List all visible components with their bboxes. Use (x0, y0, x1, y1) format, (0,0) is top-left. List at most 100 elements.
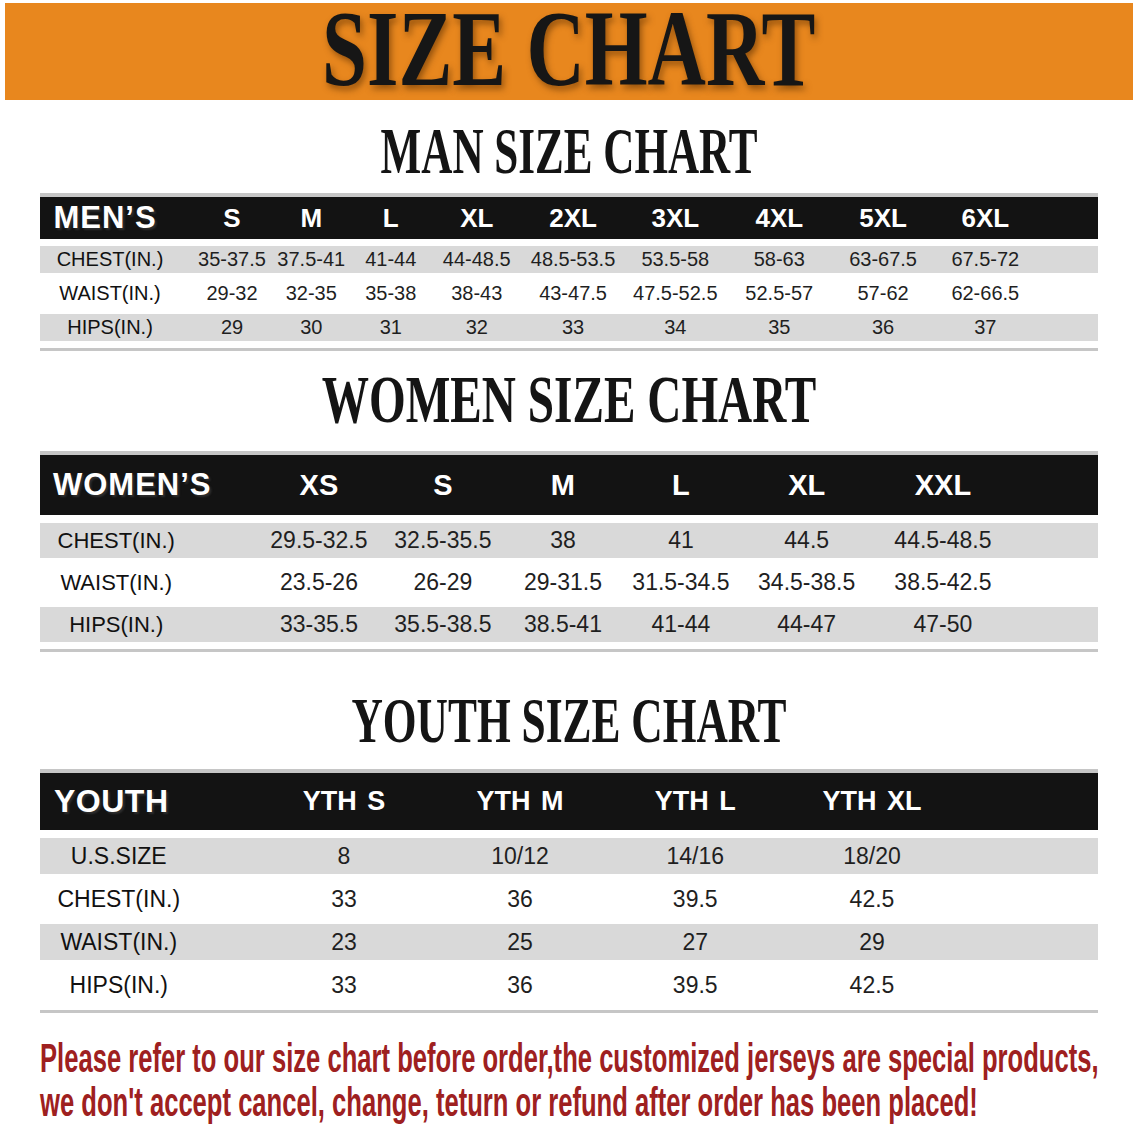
row-label: HIPS(IN.) (40, 607, 256, 649)
size-value: 35-37.5 (192, 246, 272, 280)
men-row-chestin: CHEST(IN.)35-37.537.5-4141-4444-48.548.5… (40, 246, 1098, 280)
youth-header-row: YOUTHYTH SYTH MYTH LYTH XL (40, 773, 1098, 838)
size-value: 48.5-53.5 (523, 246, 624, 280)
size-value: 39.5 (607, 881, 783, 924)
size-value: 31 (351, 314, 432, 348)
youth-row-ussize: U.S.SIZE810/1214/1618/20 (40, 838, 1098, 881)
women-header-row: WOMEN’SXSSMLXLXXL (40, 455, 1098, 523)
row-label: WAIST(IN.) (40, 565, 256, 607)
men-col-header-l: L (351, 197, 432, 246)
women-col-header-xs: XS (256, 455, 381, 523)
women-row-hipsin: HIPS(IN.)33-35.535.5-38.538.5-4141-4444-… (40, 607, 1098, 649)
size-value: 44.5-48.5 (873, 523, 1098, 565)
row-label: CHEST(IN.) (40, 523, 256, 565)
youth-row-chestin: CHEST(IN.)333639.542.5 (40, 881, 1098, 924)
women-col-header-m: M (504, 455, 621, 523)
size-value: 26-29 (381, 565, 504, 607)
youth-col-header-ythm: YTH M (433, 773, 608, 838)
size-value: 29 (783, 924, 1098, 967)
youth-table-title: YOUTH (40, 773, 256, 838)
size-value: 29-31.5 (504, 565, 621, 607)
size-value: 29-32 (192, 280, 272, 314)
size-value: 34.5-38.5 (740, 565, 872, 607)
size-value: 29.5-32.5 (256, 523, 381, 565)
men-table-title: MEN’S (40, 197, 192, 246)
banner: SIZE CHART (5, 3, 1133, 100)
men-col-header-xl: XL (431, 197, 523, 246)
size-value: 41-44 (351, 246, 432, 280)
row-label: WAIST(IN.) (40, 280, 192, 314)
disclaimer: Please refer to our size chart before or… (40, 1036, 1138, 1124)
women-table-title: WOMEN’S (40, 455, 256, 523)
size-value: 44-47 (740, 607, 872, 649)
size-value: 38.5-42.5 (873, 565, 1098, 607)
size-value: 32-35 (272, 280, 351, 314)
size-value: 36 (832, 314, 935, 348)
men-col-header-5xl: 5XL (832, 197, 935, 246)
size-value: 42.5 (783, 881, 1098, 924)
size-value: 27 (607, 924, 783, 967)
size-value: 32.5-35.5 (381, 523, 504, 565)
size-value: 33 (523, 314, 624, 348)
size-value: 38 (504, 523, 621, 565)
women-row-chestin: CHEST(IN.)29.5-32.532.5-35.5384144.544.5… (40, 523, 1098, 565)
row-label: CHEST(IN.) (40, 881, 256, 924)
size-value: 41-44 (621, 607, 740, 649)
youth-size-table: YOUTHYTH SYTH MYTH LYTH XLU.S.SIZE810/12… (40, 769, 1098, 1013)
men-col-header-3xl: 3XL (624, 197, 727, 246)
size-value: 14/16 (607, 838, 783, 881)
youth-col-header-ythl: YTH L (607, 773, 783, 838)
page-title: SIZE CHART (322, 0, 815, 103)
row-label: HIPS(IN.) (40, 967, 256, 1010)
size-value: 36 (433, 881, 608, 924)
size-value: 52.5-57 (727, 280, 832, 314)
youth-col-header-yths: YTH S (256, 773, 433, 838)
women-col-header-l: L (621, 455, 740, 523)
youth-row-waistin: WAIST(IN.)23252729 (40, 924, 1098, 967)
row-label: U.S.SIZE (40, 838, 256, 881)
size-value: 44-48.5 (431, 246, 523, 280)
size-value: 33 (256, 967, 433, 1010)
size-value: 42.5 (783, 967, 1098, 1010)
size-value: 30 (272, 314, 351, 348)
women-col-header-xxl: XXL (873, 455, 1098, 523)
size-value: 38-43 (431, 280, 523, 314)
size-value: 62-66.5 (935, 280, 1098, 314)
men-col-header-m: M (272, 197, 351, 246)
size-value: 23 (256, 924, 433, 967)
size-value: 32 (431, 314, 523, 348)
size-value: 18/20 (783, 838, 1098, 881)
disclaimer-line-2: we don't accept cancel, change, teturn o… (40, 1080, 1099, 1124)
size-value: 44.5 (740, 523, 872, 565)
women-size-table: WOMEN’SXSSMLXLXXLCHEST(IN.)29.5-32.532.5… (40, 451, 1098, 652)
size-value: 47-50 (873, 607, 1098, 649)
size-value: 47.5-52.5 (624, 280, 727, 314)
men-row-waistin: WAIST(IN.)29-3232-3535-3838-4343-47.547.… (40, 280, 1098, 314)
size-value: 43-47.5 (523, 280, 624, 314)
men-size-table: MEN’SSMLXL2XL3XL4XL5XL6XLCHEST(IN.)35-37… (40, 193, 1098, 351)
size-value: 57-62 (832, 280, 935, 314)
size-value: 37.5-41 (272, 246, 351, 280)
row-label: WAIST(IN.) (40, 924, 256, 967)
size-value: 39.5 (607, 967, 783, 1010)
size-value: 33-35.5 (256, 607, 381, 649)
women-col-header-s: S (381, 455, 504, 523)
row-label: HIPS(IN.) (40, 314, 192, 348)
men-row-hipsin: HIPS(IN.)293031323334353637 (40, 314, 1098, 348)
size-value: 29 (192, 314, 272, 348)
size-value: 36 (433, 967, 608, 1010)
men-section-heading: MAN SIZE CHART (197, 118, 940, 184)
men-col-header-s: S (192, 197, 272, 246)
size-value: 38.5-41 (504, 607, 621, 649)
size-value: 35.5-38.5 (381, 607, 504, 649)
size-value: 58-63 (727, 246, 832, 280)
size-value: 35-38 (351, 280, 432, 314)
youth-row-hipsin: HIPS(IN.)333639.542.5 (40, 967, 1098, 1010)
row-label: CHEST(IN.) (40, 246, 192, 280)
size-value: 10/12 (433, 838, 608, 881)
women-col-header-xl: XL (740, 455, 872, 523)
size-value: 34 (624, 314, 727, 348)
size-value: 23.5-26 (256, 565, 381, 607)
men-col-header-2xl: 2XL (523, 197, 624, 246)
men-header-row: MEN’SSMLXL2XL3XL4XL5XL6XL (40, 197, 1098, 246)
